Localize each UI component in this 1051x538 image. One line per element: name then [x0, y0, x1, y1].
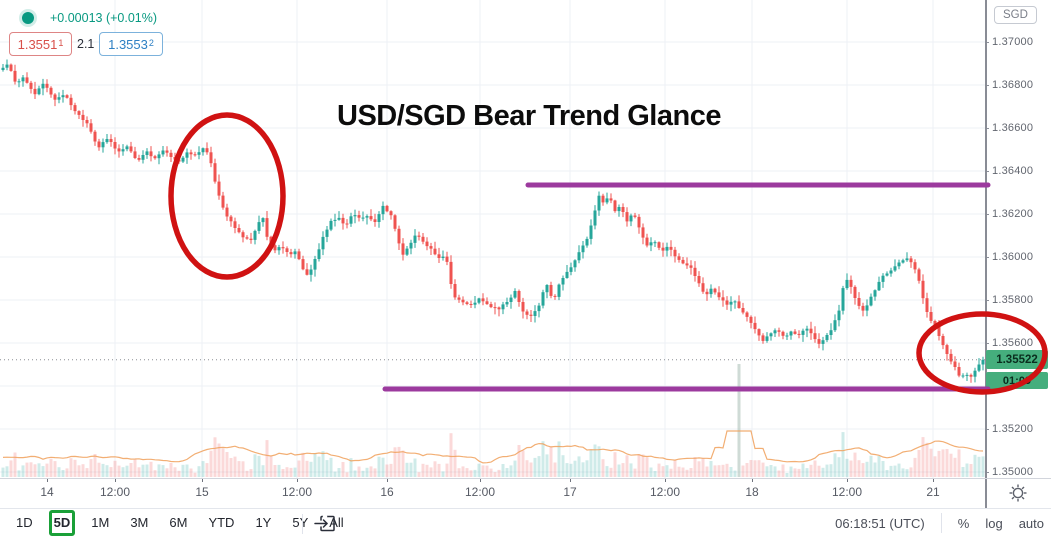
price-axis[interactable]: 1.37000 1.36800 1.36600 1.36400 1.36200 1.360… — [985, 0, 1051, 478]
bottom-toolbar: 1D 5D 1M 3M 6M YTD 1Y 5Y All 06:18:51 (UTC) % log… — [0, 509, 1051, 538]
annotation-title: USD/SGD Bear Trend Glance — [337, 100, 721, 132]
price-tick-label: 1.36800 — [992, 79, 1034, 91]
time-tick-label: 16 — [380, 485, 394, 499]
price-tick-label: 1.35200 — [992, 423, 1034, 435]
scale-mode-percent[interactable]: % — [957, 515, 970, 531]
range-button-1d[interactable]: 1D — [14, 513, 35, 533]
ask-price-pip: 2 — [148, 38, 154, 48]
price-tick-mark — [985, 428, 989, 430]
price-tick-mark — [985, 84, 989, 86]
price-tick-mark — [985, 170, 989, 172]
candlestick-series — [1, 59, 985, 383]
time-tick-label: 12:00 — [649, 485, 681, 499]
price-tick-mark — [985, 213, 989, 215]
volume-ma-line — [2, 430, 984, 464]
price-tick-label: 1.36600 — [992, 122, 1034, 134]
last-price-label: 1.35522 — [986, 350, 1048, 369]
time-tick-mark — [387, 478, 388, 482]
time-tick-mark — [665, 478, 666, 482]
toolbar-divider — [302, 514, 303, 534]
time-axis[interactable]: 14 12:00 15 12:00 16 12:00 17 12:00 18 12:00 21 — [0, 478, 1051, 508]
price-tick-mark — [985, 299, 989, 301]
spread-value: 2.1 — [77, 37, 95, 51]
range-button-6m[interactable]: 6M — [167, 513, 189, 533]
range-button-5y[interactable]: 5Y — [290, 513, 310, 533]
session-clock[interactable]: 06:18:51 (UTC) — [835, 515, 925, 531]
price-tick-mark — [985, 41, 989, 43]
range-button-ytd[interactable]: YTD — [206, 513, 236, 533]
toolbar-border — [0, 508, 1051, 509]
time-tick-label: 12:00 — [99, 485, 131, 499]
gear-icon[interactable] — [1007, 482, 1029, 504]
range-button-all[interactable]: All — [327, 513, 345, 533]
time-tick-label: 12:00 — [464, 485, 496, 499]
price-tick-label: 1.35800 — [992, 294, 1034, 306]
time-tick-mark — [115, 478, 116, 482]
time-tick-label: 12:00 — [281, 485, 313, 499]
time-axis-border — [0, 478, 1051, 479]
toolbar-divider — [940, 513, 942, 533]
time-tick-label: 15 — [195, 485, 209, 499]
go-to-date-icon[interactable] — [313, 514, 337, 534]
price-tick-label: 1.36000 — [992, 251, 1034, 263]
range-button-3m[interactable]: 3M — [128, 513, 150, 533]
time-tick-mark — [752, 478, 753, 482]
time-tick-mark — [570, 478, 571, 482]
time-tick-label: 14 — [40, 485, 54, 499]
range-button-1m[interactable]: 1M — [89, 513, 111, 533]
time-tick-mark — [480, 478, 481, 482]
time-tick-mark — [47, 478, 48, 482]
ask-price-value: 1.3553 — [108, 36, 148, 52]
market-status-dot — [22, 12, 34, 24]
price-tick-label: 1.36200 — [992, 208, 1034, 220]
bid-price-button[interactable]: 1.3551 1 — [9, 32, 72, 56]
time-tick-label: 21 — [926, 485, 940, 499]
price-axis-border — [985, 0, 987, 508]
price-tick-mark — [985, 256, 989, 258]
currency-badge[interactable]: SGD — [994, 6, 1037, 24]
price-tick-label: 1.37000 — [992, 36, 1034, 48]
price-tick-mark — [985, 471, 989, 473]
volume-series — [1, 364, 985, 477]
scale-mode-auto[interactable]: auto — [1018, 515, 1044, 531]
scale-mode-group: % log auto — [958, 516, 1044, 531]
time-tick-mark — [933, 478, 934, 482]
time-tick-mark — [297, 478, 298, 482]
time-tick-label: 12:00 — [831, 485, 863, 499]
price-tick-mark — [985, 127, 989, 129]
time-tick-label: 18 — [745, 485, 759, 499]
bid-price-pip: 1 — [58, 38, 64, 48]
range-button-1y[interactable]: 1Y — [253, 513, 273, 533]
price-tick-label: 1.36400 — [992, 165, 1034, 177]
toolbar-right-group: 06:18:51 (UTC) % log auto — [835, 513, 1044, 533]
time-tick-label: 17 — [563, 485, 577, 499]
scale-mode-log[interactable]: log — [985, 515, 1003, 531]
price-chart-canvas[interactable] — [0, 0, 985, 478]
time-tick-mark — [202, 478, 203, 482]
price-change-text: +0.00013 (+0.01%) — [50, 11, 158, 25]
ask-price-button[interactable]: 1.3553 2 — [99, 32, 163, 56]
range-button-5d[interactable]: 5D — [48, 510, 76, 536]
price-tick-label: 1.35600 — [992, 337, 1034, 349]
bid-price-value: 1.3551 — [17, 36, 58, 52]
price-tick-label: 1.35000 — [992, 466, 1034, 478]
date-range-row: 1D 5D 1M 3M 6M YTD 1Y 5Y All — [14, 510, 346, 536]
time-tick-mark — [847, 478, 848, 482]
grid-lines — [0, 0, 985, 478]
bar-countdown-label: 01:09 — [986, 372, 1048, 389]
